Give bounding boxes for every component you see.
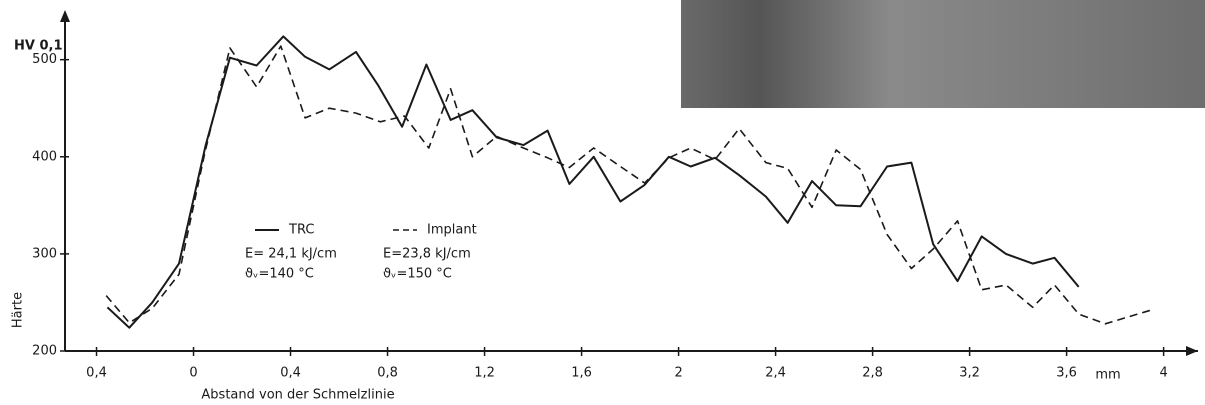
legend-note: ϑᵥ=150 °C bbox=[383, 267, 452, 282]
y-tick-label: 400 bbox=[32, 149, 57, 164]
y-tick-label: 500 bbox=[32, 52, 57, 67]
y-tick-label: 200 bbox=[32, 344, 57, 359]
x-tick-label: 3,2 bbox=[959, 366, 980, 381]
legend-note: E=23,8 kJ/cm bbox=[383, 247, 471, 262]
legend-note: ϑᵥ=140 °C bbox=[245, 267, 314, 282]
y-arrow bbox=[60, 10, 70, 22]
y-unit: HV 0,1 bbox=[14, 39, 63, 54]
x-tick-label: 0 bbox=[189, 366, 197, 381]
series-line bbox=[106, 35, 1080, 329]
legend-label: Implant bbox=[427, 223, 477, 238]
x-tick-label: 1,2 bbox=[474, 366, 495, 381]
x-tick-label: 2,4 bbox=[765, 366, 786, 381]
x-tick-label: 4 bbox=[1159, 366, 1167, 381]
x-tick-label: 3,6 bbox=[1056, 366, 1077, 381]
x-unit: mm bbox=[1095, 368, 1120, 383]
y-label: Härte bbox=[11, 292, 26, 328]
x-tick-label: 1,6 bbox=[571, 366, 592, 381]
y-tick-label: 300 bbox=[32, 246, 57, 261]
x-label: Abstand von der Schmelzlinie bbox=[201, 388, 394, 403]
series-line bbox=[105, 45, 1155, 325]
photo bbox=[681, 0, 1205, 108]
x-tick-label: 0,4 bbox=[280, 366, 301, 381]
x-tick-label: 2 bbox=[674, 366, 682, 381]
legend-label: TRC bbox=[288, 223, 314, 238]
x-tick-label: 2,8 bbox=[862, 366, 883, 381]
x-tick-label: 0,4 bbox=[86, 366, 107, 381]
x-arrow bbox=[1186, 346, 1198, 356]
legend-note: E= 24,1 kJ/cm bbox=[245, 247, 337, 262]
x-tick-label: 0,8 bbox=[377, 366, 398, 381]
